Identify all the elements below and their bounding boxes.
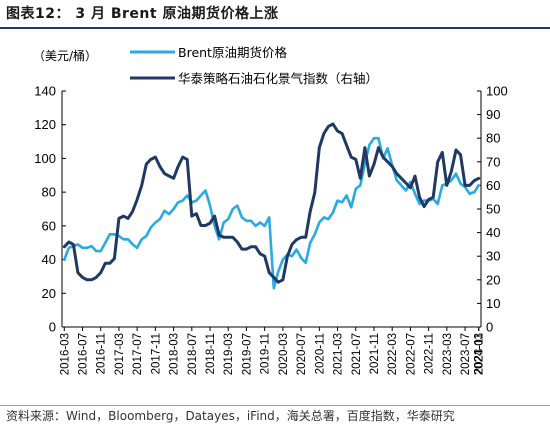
x-tick-label: 2018-07: [187, 333, 199, 375]
x-axis-ticks: 2016-03 2016-07 2016-11 2017-03 2017-07 2017-…: [59, 327, 486, 375]
right-tick-label: 50: [486, 202, 500, 217]
right-tick-label: 70: [486, 154, 500, 169]
left-tick-label: 140: [34, 84, 56, 99]
series-line-brent: [63, 136, 481, 290]
chart-title: 图表12： 3 月 Brent 原油期货价格上涨: [6, 6, 279, 22]
left-tick-label: 60: [42, 218, 56, 233]
x-tick-label: 2024-03: [474, 333, 486, 375]
x-tick-label: 2017-03: [114, 333, 126, 375]
legend: Brent原油期货价格 华泰策略石油石化景气指数（右轴）: [130, 45, 378, 86]
x-tick-label: 2022-07: [405, 333, 417, 375]
left-tick-label: 20: [42, 286, 56, 301]
series-line-index: [62, 122, 481, 284]
left-tick-label: 100: [34, 151, 56, 166]
source-note: 资料来源：Wind，Bloomberg，Datayes，iFind，海关总署，百…: [6, 409, 455, 423]
x-tick-label: 2023-07: [460, 333, 472, 375]
right-tick-label: 80: [486, 131, 500, 146]
legend-label-brent: Brent原油期货价格: [178, 45, 287, 60]
left-tick-label: 80: [42, 185, 56, 200]
x-tick-label: 2019-07: [241, 333, 253, 375]
x-tick-label: 2020-11: [314, 333, 326, 374]
x-tick-label: 2019-03: [223, 333, 235, 375]
x-tick-label: 2022-03: [387, 333, 399, 375]
left-tick-label: 40: [42, 252, 56, 267]
x-tick-label: 2021-07: [351, 333, 363, 375]
x-tick-label: 2023-03: [442, 333, 454, 375]
x-tick-label: 2020-03: [278, 333, 290, 375]
title-divider: [0, 27, 550, 29]
x-tick-label: 2023-11: [474, 333, 486, 374]
right-tick-label: 0: [486, 320, 493, 335]
left-tick-label: 120: [34, 117, 56, 132]
right-tick-label: 100: [486, 84, 508, 99]
x-tick-label: 2021-03: [333, 333, 345, 375]
right-tick-label: 30: [486, 249, 500, 264]
x-tick-label: 2019-11: [260, 333, 272, 374]
right-tick-label: 40: [486, 225, 500, 240]
x-tick-label: 2016-07: [77, 333, 89, 375]
x-tick-label: 2016-03: [59, 333, 71, 375]
x-tick-label: 2018-11: [205, 333, 217, 374]
right-tick-label: 60: [486, 178, 500, 193]
left-axis-ticks: 0 20 40 60 80 100 120 140: [34, 84, 66, 335]
series-lines: [62, 122, 481, 290]
x-tick-label: 2016-11: [96, 333, 108, 374]
x-tick-label: 2017-07: [132, 333, 144, 375]
x-tick-label: 2022-11: [424, 333, 436, 374]
left-tick-label: 0: [49, 320, 56, 335]
right-tick-label: 90: [486, 107, 500, 122]
legend-label-index: 华泰策略石油石化景气指数（右轴）: [178, 71, 378, 86]
x-tick-label: 2020-07: [296, 333, 308, 375]
right-axis-ticks: 0 10 20 30 40 50 60 70 80 90 100: [477, 84, 508, 335]
left-axis-unit: （美元/桶）: [33, 48, 97, 63]
x-tick-label: 2018-03: [169, 333, 181, 375]
x-tick-label: 2021-11: [369, 333, 381, 374]
line-chart: （美元/桶） Brent原油期货价格 华泰策略石油石化景气指数（右轴） 0 20 4…: [33, 45, 508, 375]
x-tick-label: 2017-11: [150, 333, 162, 374]
right-tick-label: 10: [486, 296, 500, 311]
source-divider: [0, 405, 550, 406]
right-tick-label: 20: [486, 272, 500, 287]
